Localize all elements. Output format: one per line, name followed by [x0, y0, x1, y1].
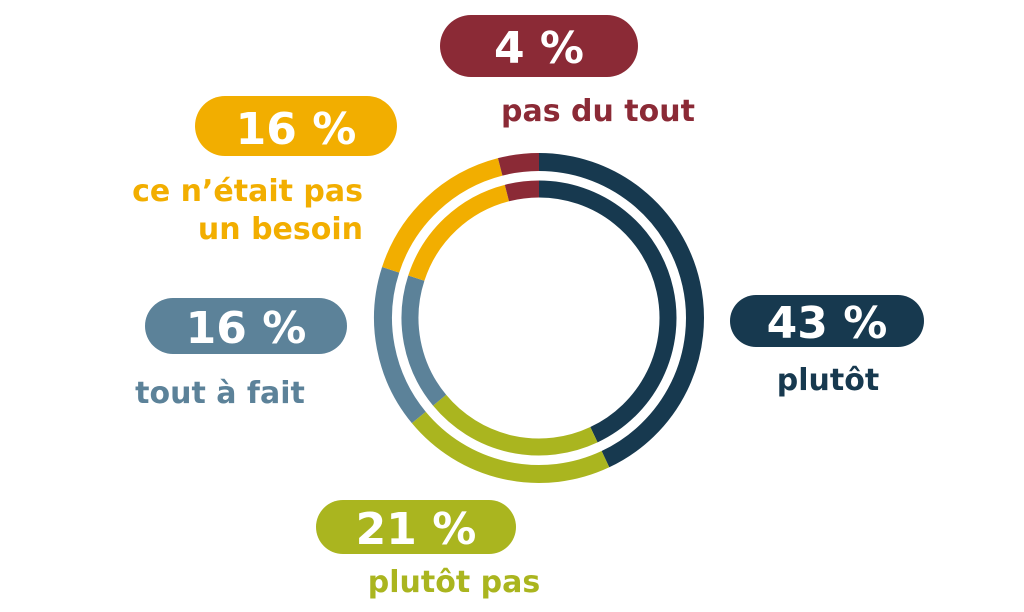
donut-segment-outer-0 [538, 153, 704, 468]
value-pill-plutot [730, 295, 924, 347]
value-pill-plutot-pas [316, 500, 516, 554]
category-label-plutot-pas: plutôt pas [368, 565, 540, 600]
value-label-plutot-pas: 21 % [356, 504, 477, 555]
category-label-tout-a-fait: tout à fait [135, 376, 305, 411]
value-label-pas-un-besoin: 16 % [236, 104, 357, 155]
donut-segment-inner-1 [433, 394, 598, 456]
donut-segment-outer-1 [411, 411, 610, 483]
donut-segment-inner-2 [401, 275, 447, 406]
donut-segment-inner-3 [408, 184, 510, 281]
value-label-tout-a-fait: 16 % [186, 303, 307, 354]
donut-segment-outer-2 [374, 267, 426, 424]
donut-segment-outer-3 [382, 158, 503, 273]
donut-segment-inner-0 [538, 180, 677, 443]
donut-segment-inner-4 [504, 180, 540, 202]
callout-plutot: 43 % plutôt [730, 295, 924, 398]
value-pill-tout-a-fait [145, 298, 347, 354]
callout-pas-du-tout: 4 % pas du tout [440, 15, 695, 129]
donut-segment-outer-4 [497, 153, 540, 176]
category-label-plutot: plutôt [777, 363, 879, 398]
value-label-plutot: 43 % [767, 298, 888, 349]
callout-tout-a-fait: 16 % tout à fait [135, 298, 347, 411]
callout-pas-un-besoin: 16 % ce n’était pas un besoin [132, 96, 397, 247]
value-pill-pas-du-tout [440, 15, 638, 77]
category-label-pas-un-besoin-line-2: un besoin [198, 212, 363, 247]
donut-rings [374, 153, 704, 483]
value-pill-pas-un-besoin [195, 96, 397, 156]
category-label-pas-du-tout: pas du tout [501, 94, 695, 129]
value-label-pas-du-tout: 4 % [494, 23, 584, 74]
category-label-pas-un-besoin-line-1: ce n’était pas [132, 174, 363, 209]
callout-plutot-pas: 21 % plutôt pas [316, 500, 540, 600]
